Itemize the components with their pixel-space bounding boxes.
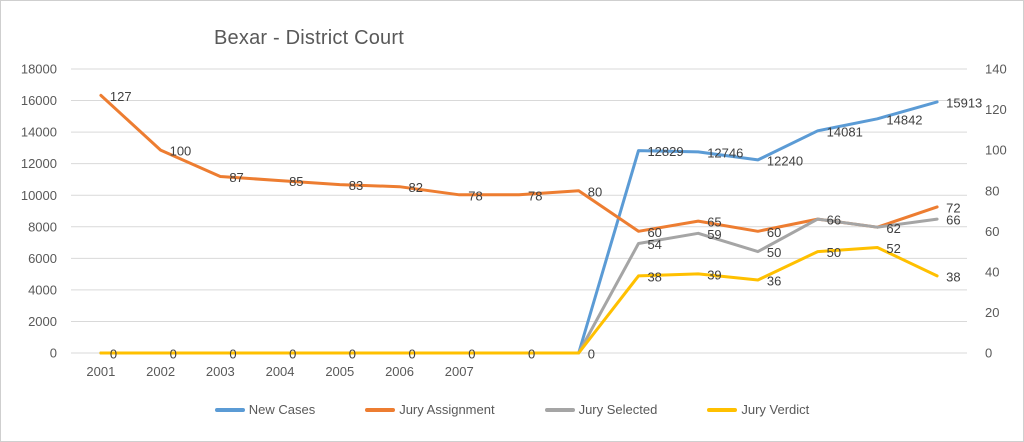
x-axis-tick-label: 2007 <box>445 364 474 379</box>
legend-label: Jury Verdict <box>741 402 810 417</box>
right-axis-tick-label: 20 <box>985 305 999 320</box>
data-label: 15913 <box>946 95 982 110</box>
x-axis-tick-label: 2003 <box>206 364 235 379</box>
right-axis-tick-label: 40 <box>985 264 999 279</box>
data-label: 39 <box>707 267 721 282</box>
legend-item-new-cases: New Cases <box>214 402 316 417</box>
legend-swatch-icon <box>365 407 396 412</box>
legend-item-jury-assignment: Jury Assignment <box>365 402 495 417</box>
legend-label: Jury Assignment <box>399 402 495 417</box>
data-label: 66 <box>946 213 960 228</box>
x-axis-tick-label: 2005 <box>325 364 354 379</box>
data-label: 12240 <box>767 153 803 168</box>
left-axis-tick-label: 2000 <box>28 314 57 329</box>
data-label: 65 <box>707 215 721 230</box>
data-label: 60 <box>647 225 661 240</box>
series-line-new-cases <box>99 100 939 355</box>
data-label: 50 <box>767 245 781 260</box>
legend-item-jury-verdict: Jury Verdict <box>707 402 809 417</box>
legend-swatch-icon <box>544 407 575 412</box>
data-label: 54 <box>647 237 661 252</box>
data-label: 78 <box>528 188 542 203</box>
left-axis-tick-label: 0 <box>50 346 57 361</box>
left-axis-tick-label: 6000 <box>28 251 57 266</box>
data-label: 0 <box>528 347 535 362</box>
left-axis-tick-label: 16000 <box>21 93 57 108</box>
data-label: 66 <box>827 213 841 228</box>
data-label: 0 <box>110 347 117 362</box>
legend-label: Jury Selected <box>578 402 658 417</box>
series-line-jury-verdict <box>99 246 939 355</box>
data-label: 87 <box>229 170 243 185</box>
data-label: 38 <box>946 269 960 284</box>
chart-title: Bexar - District Court <box>214 27 404 49</box>
series-line-jury-selected <box>99 217 939 355</box>
data-label: 0 <box>349 347 356 362</box>
left-axis-tick-label: 4000 <box>28 282 57 297</box>
right-axis-tick-label: 0 <box>985 346 992 361</box>
legend-label: New Cases <box>248 402 316 417</box>
right-axis-tick-label: 120 <box>985 102 1007 117</box>
data-label: 52 <box>886 241 900 256</box>
data-label: 80 <box>588 184 602 199</box>
data-label: 0 <box>468 347 475 362</box>
data-label: 78 <box>468 188 482 203</box>
left-axis-tick-label: 8000 <box>28 219 57 234</box>
legend-swatch-icon <box>707 407 738 412</box>
x-axis-tick-label: 2004 <box>266 364 295 379</box>
data-label: 12746 <box>707 145 743 160</box>
left-axis-tick-label: 12000 <box>21 156 57 171</box>
data-label: 100 <box>170 144 192 159</box>
right-axis-tick-label: 80 <box>985 183 999 198</box>
data-label: 0 <box>588 347 595 362</box>
data-label: 59 <box>707 227 721 242</box>
legend-swatch-icon <box>214 407 245 412</box>
x-axis-tick-label: 2002 <box>146 364 175 379</box>
right-axis-tick-label: 100 <box>985 143 1007 158</box>
data-label: 82 <box>409 180 423 195</box>
data-label: 0 <box>170 347 177 362</box>
data-label: 62 <box>886 221 900 236</box>
x-axis-tick-label: 2006 <box>385 364 414 379</box>
data-label: 85 <box>289 174 303 189</box>
data-label: 72 <box>946 200 960 215</box>
left-axis-tick-label: 10000 <box>21 188 57 203</box>
data-label: 83 <box>349 178 363 193</box>
left-axis-tick-label: 18000 <box>21 62 57 77</box>
data-label: 60 <box>767 225 781 240</box>
data-label: 127 <box>110 89 132 104</box>
data-label: 36 <box>767 274 781 289</box>
data-label: 38 <box>647 269 661 284</box>
data-label: 14081 <box>827 124 863 139</box>
data-label: 0 <box>289 347 296 362</box>
left-axis-tick-label: 14000 <box>21 125 57 140</box>
series-line-jury-assignment <box>99 93 939 233</box>
data-label: 50 <box>827 245 841 260</box>
right-axis-tick-label: 140 <box>985 62 1007 77</box>
data-label: 0 <box>409 347 416 362</box>
data-label: 12829 <box>647 144 683 159</box>
right-axis-tick-label: 60 <box>985 224 999 239</box>
data-label: 14842 <box>886 112 922 127</box>
data-label: 0 <box>229 347 236 362</box>
chart-legend: New Cases Jury Assignment Jury Selected Jur… <box>1 402 1023 417</box>
legend-item-jury-selected: Jury Selected <box>544 402 658 417</box>
x-axis-tick-label: 2001 <box>86 364 115 379</box>
